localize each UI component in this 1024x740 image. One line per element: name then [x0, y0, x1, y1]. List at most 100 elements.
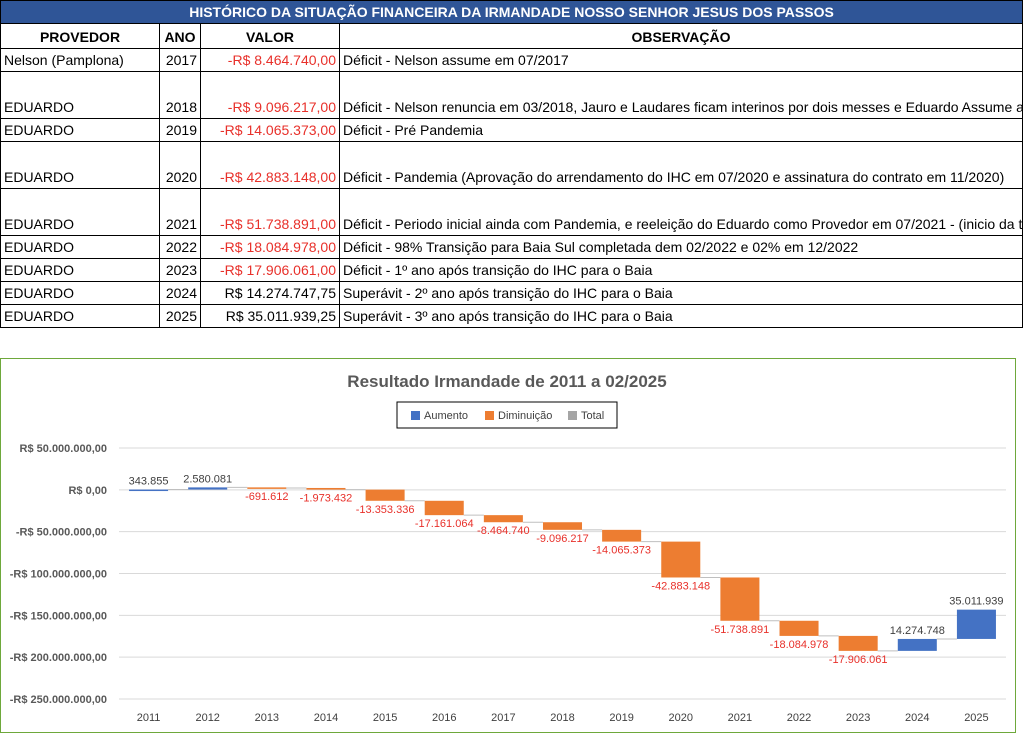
waterfall-bar[interactable]	[661, 541, 701, 578]
waterfall-bar[interactable]	[897, 638, 937, 651]
data-label: -9.096.217	[536, 533, 589, 545]
waterfall-bar[interactable]	[129, 489, 169, 492]
waterfall-bar[interactable]	[365, 489, 405, 501]
data-label: 14.274.748	[890, 625, 945, 637]
waterfall-bar[interactable]	[483, 515, 523, 523]
cell-provedor[interactable]: EDUARDO	[0, 281, 160, 305]
cell-valor[interactable]: -R$ 8.464.740,00	[200, 48, 340, 72]
data-label: -14.065.373	[592, 545, 651, 557]
data-label: -1.973.432	[300, 493, 353, 505]
data-label: -13.353.336	[356, 504, 415, 516]
cell-provedor[interactable]: EDUARDO	[0, 71, 160, 119]
waterfall-bar[interactable]	[602, 529, 642, 542]
table-row: EDUARDO 2023 -R$ 17.906.061,00 Déficit - 1º…	[0, 258, 1024, 282]
cell-observacao[interactable]: Déficit - 98% Transição para Baia Sul co…	[338, 235, 1024, 259]
table-row: EDUARDO 2024 R$ 14.274.747,75 Superávit - 2…	[0, 281, 1024, 305]
waterfall-bar[interactable]	[542, 522, 583, 530]
waterfall-bar[interactable]	[306, 487, 346, 490]
y-tick-label: -R$ 100.000.000,00	[10, 569, 107, 581]
x-tick-label: 2020	[669, 712, 693, 724]
y-tick-label: -R$ 250.000.000,00	[10, 694, 107, 706]
cell-observacao[interactable]: Déficit - Nelson assume em 07/2017	[338, 48, 1024, 72]
chart-legend: Aumento Diminuição Total	[396, 401, 618, 429]
data-label: -691.612	[245, 491, 288, 503]
cell-valor[interactable]: -R$ 17.906.061,00	[200, 258, 340, 282]
cell-valor[interactable]: -R$ 51.738.891,00	[200, 188, 340, 236]
x-tick-label: 2015	[373, 712, 397, 724]
cell-provedor[interactable]: EDUARDO	[0, 118, 160, 142]
cell-observacao[interactable]: Déficit - Periodo inicial ainda com Pand…	[338, 188, 1024, 236]
x-tick-label: 2012	[195, 712, 219, 724]
cell-observacao[interactable]: Déficit - Nelson renuncia em 03/2018, Ja…	[338, 71, 1024, 119]
x-tick-label: 2014	[314, 712, 338, 724]
x-tick-label: 2017	[491, 712, 515, 724]
header-observacao[interactable]: OBSERVAÇÃO	[338, 23, 1024, 49]
y-tick-label: -R$ 150.000.000,00	[10, 610, 107, 622]
cell-ano[interactable]: 2019	[159, 118, 201, 142]
legend-label-diminuicao: Diminuição	[498, 410, 552, 422]
legend-swatch-aumento	[411, 411, 420, 420]
legend-swatch-diminuicao	[485, 411, 494, 420]
waterfall-chart: R$ 50.000.000,00 R$ 0,00 -R$ 50.000.000,00…	[10, 372, 1006, 724]
cell-observacao[interactable]: Déficit - Pré Pandemia	[338, 118, 1024, 142]
y-tick-label: R$ 50.000.000,00	[20, 443, 107, 455]
cell-ano[interactable]: 2020	[159, 141, 201, 189]
cell-observacao[interactable]: Déficit - Pandemia (Aprovação do arrenda…	[338, 141, 1024, 189]
data-label: 2.580.081	[183, 473, 232, 485]
y-tick-label: -R$ 200.000.000,00	[10, 652, 107, 664]
cell-observacao[interactable]: Déficit - 1º ano após transição do IHC p…	[338, 258, 1024, 282]
x-tick-label: 2018	[550, 712, 574, 724]
cell-provedor[interactable]: EDUARDO	[0, 304, 160, 328]
data-label: -17.161.064	[415, 518, 474, 530]
waterfall-bar[interactable]	[779, 620, 819, 636]
cell-ano[interactable]: 2018	[159, 71, 201, 119]
cell-provedor[interactable]: EDUARDO	[0, 188, 160, 236]
cell-ano[interactable]: 2023	[159, 258, 201, 282]
table-row: EDUARDO 2020 -R$ 42.883.148,00 Déficit - Pa…	[0, 141, 1024, 189]
x-tick-label: 2022	[787, 712, 811, 724]
data-label: 35.011.939	[949, 596, 1003, 608]
cell-provedor[interactable]: Nelson (Pamplona)	[0, 48, 160, 72]
waterfall-bar[interactable]	[956, 609, 996, 639]
chart-title: Resultado Irmandade de 2011 a 02/2025	[347, 372, 666, 391]
waterfall-bar[interactable]	[188, 487, 228, 490]
cell-valor[interactable]: -R$ 9.096.217,00	[200, 71, 340, 119]
table-row: Nelson (Pamplona) 2017 -R$ 8.464.740,00 Déf…	[0, 48, 1024, 72]
cell-valor[interactable]: R$ 14.274.747,75	[200, 281, 340, 305]
cell-valor[interactable]: -R$ 14.065.373,00	[200, 118, 340, 142]
waterfall-bar[interactable]	[247, 487, 287, 489]
header-ano[interactable]: ANO	[159, 23, 201, 49]
cell-provedor[interactable]: EDUARDO	[0, 141, 160, 189]
chart-frame[interactable]: R$ 50.000.000,00 R$ 0,00 -R$ 50.000.000,00…	[0, 358, 1016, 733]
cell-ano[interactable]: 2022	[159, 235, 201, 259]
cell-observacao[interactable]: Superávit - 2º ano após transição do IHC…	[338, 281, 1024, 305]
table-row: EDUARDO 2022 -R$ 18.084.978,00 Déficit - 98…	[0, 235, 1024, 259]
header-valor[interactable]: VALOR	[200, 23, 340, 49]
data-label: 343.855	[129, 476, 169, 488]
cell-observacao[interactable]: Superávit - 3º ano após transição do IHC…	[338, 304, 1024, 328]
y-tick-label: -R$ 50.000.000,00	[16, 527, 107, 539]
cell-valor[interactable]: -R$ 18.084.978,00	[200, 235, 340, 259]
cell-provedor[interactable]: EDUARDO	[0, 235, 160, 259]
table-title[interactable]: HISTÓRICO DA SITUAÇÃO FINANCEIRA DA IRMA…	[0, 0, 1024, 24]
waterfall-bar[interactable]	[424, 500, 464, 516]
header-provedor[interactable]: PROVEDOR	[0, 23, 160, 49]
cell-valor[interactable]: -R$ 42.883.148,00	[200, 141, 340, 189]
x-tick-label: 2021	[728, 712, 752, 724]
spreadsheet: HISTÓRICO DA SITUAÇÃO FINANCEIRA DA IRMA…	[0, 0, 1024, 328]
x-tick-label: 2024	[905, 712, 929, 724]
waterfall-bar[interactable]	[720, 577, 760, 621]
data-label: -8.464.740	[477, 525, 530, 537]
y-tick-label: R$ 0,00	[68, 485, 107, 497]
data-label: -18.084.978	[770, 639, 829, 651]
waterfall-bar[interactable]	[838, 635, 878, 651]
x-tick-label: 2023	[846, 712, 870, 724]
cell-valor[interactable]: R$ 35.011.939,25	[200, 304, 340, 328]
x-tick-label: 2013	[255, 712, 279, 724]
cell-ano[interactable]: 2025	[159, 304, 201, 328]
data-label: -17.906.061	[829, 654, 888, 666]
cell-ano[interactable]: 2024	[159, 281, 201, 305]
cell-provedor[interactable]: EDUARDO	[0, 258, 160, 282]
cell-ano[interactable]: 2017	[159, 48, 201, 72]
cell-ano[interactable]: 2021	[159, 188, 201, 236]
